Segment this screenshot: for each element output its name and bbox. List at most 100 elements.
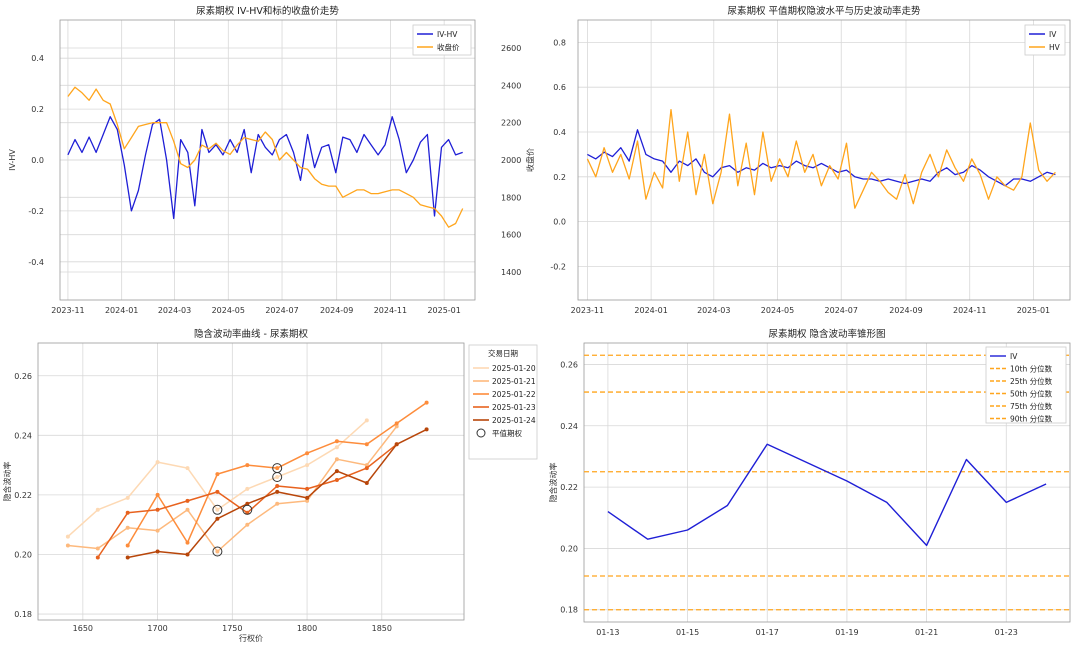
chart3-data-point [334,478,339,482]
chart4-legend: IV 10th 分位数 25th 分位数 50th 分位数 75th 分位数 90th 分… [985,346,1067,424]
chart2-y-tick-label: -0.2 [550,262,566,271]
chart2-x-tick-label: 2023-11 [571,306,604,315]
chart3-y-tick-label: 0.24 [14,431,32,440]
chart1-title: 尿素期权 IV-HV和标的收盘价走势 [196,5,339,17]
chart1-y-axis-label: IV-HV [8,149,17,171]
chart2-legend-box [1024,24,1066,56]
chart3-data-point [155,492,160,497]
chart3-series-line [67,425,398,553]
chart3-data-point [334,469,339,474]
chart3-data-point [125,555,130,560]
chart3-data-point [185,552,190,557]
chart4-title: 尿素期权 隐含波动率锥形图 [768,328,885,340]
chart3-data-point [185,540,190,545]
chart3-legend-label: 2025-01-22 [492,390,536,399]
chart1-x-tick-label: 2025-01 [427,306,460,315]
chart1-y2-tick-label: 1600 [501,231,521,240]
chart3-data-point [275,475,280,479]
chart1-y-tick-label: -0.4 [28,258,44,267]
chart-iv-hv-close: 尿素期权 IV-HV和标的收盘价走势 2023-11 2024-01 2024-03 2… [8,5,535,315]
chart2-x-tick-label: 2024-11 [953,306,986,315]
chart3-data-point [364,466,369,471]
chart2-x-tick-label: 2025-01 [1017,306,1050,315]
chart3-data-point [95,507,100,512]
chart2-y-tick-label: 0.8 [553,38,566,47]
chart3-data-point [334,445,339,450]
chart3-atm-marker [272,463,283,474]
chart3-data-point [394,421,399,426]
chart3-grid [38,343,464,620]
chart3-y-axis-label: 隐含波动率 [2,462,12,502]
chart3-data-point [245,522,250,527]
chart4-x-tick-label: 01-15 [676,628,699,637]
chart1-x-tick-label: 2024-01 [105,306,138,315]
chart3-data-point [215,472,220,477]
chart1-y2-tick-label: 2400 [501,81,521,90]
chart3-data-point [185,498,190,503]
chart3-data-point [424,427,429,432]
chart2-y-tick-label: 0.4 [553,128,566,137]
chart3-data-point [185,466,190,471]
chart4-legend-label: 75th 分位数 [1010,401,1053,411]
chart3-x-tick-label: 1700 [147,624,167,633]
chart1-y2-tick-label: 2000 [501,156,521,165]
chart3-data-point [245,463,250,468]
chart3-data-point [65,534,70,539]
chart3-legend-box [468,344,538,460]
chart3-atm-marker [212,504,223,515]
chart3-data-point [275,489,280,494]
chart2-title: 尿素期权 平值期权隐波水平与历史波动率走势 [727,5,921,17]
chart2-frame [577,19,1071,301]
chart4-legend-label: IV [1010,352,1018,361]
chart3-data-point [364,463,369,468]
chart3-x-tick-label: 1750 [222,624,242,633]
chart2-x-tick-label: 2024-05 [761,306,794,315]
chart4-x-tick-label: 01-23 [995,628,1018,637]
chart1-x-tick-label: 2024-07 [265,306,298,315]
chart3-atm-marker [242,504,253,515]
chart1-y-tick-label: 0.4 [31,54,44,63]
chart2-y-tick-label: 0.2 [553,173,566,182]
chart4-x-tick-label: 01-17 [756,628,779,637]
chart1-y-tick-label: -0.2 [28,207,44,216]
chart3-data-point [364,418,369,423]
chart4-frame [583,342,1071,623]
chart1-y2-tick-label: 2600 [501,44,521,53]
chart1-y2-axis-label: 收盘价 [525,148,535,172]
chart2-series-line-hv [586,108,1056,209]
chart3-data-point [125,495,130,500]
chart2-grid [578,20,1070,300]
chart3-data-point [155,507,160,512]
chart3-data-point [394,424,399,429]
chart2-x-tick-label: 2024-09 [889,306,922,315]
chart3-series-line [97,443,398,558]
chart4-x-tick-label: 01-21 [915,628,938,637]
chart4-legend-label: 10th 分位数 [1010,364,1053,374]
chart4-y-tick-label: 0.24 [560,422,578,431]
chart3-title: 隐含波动率曲线 - 尿素期权 [194,328,308,340]
chart3-y-tick-label: 0.18 [14,610,32,619]
chart1-legend-box [412,24,472,56]
chart3-data-point [215,516,220,521]
chart1-x-tick-label: 2024-11 [374,306,407,315]
chart3-legend-title: 交易日期 [488,348,518,358]
chart3-data-point [155,549,160,554]
chart4-y-tick-label: 0.20 [560,544,578,553]
chart3-data-point [394,442,399,447]
chart2-y-tick-label: 0.6 [553,83,566,92]
chart3-data-point [334,457,339,462]
chart3-data-point [125,510,130,515]
chart1-series-line-iv-hv [67,116,463,220]
chart3-data-point [125,543,130,548]
chart4-series-line-iv [607,443,1047,547]
chart3-legend-label: 2025-01-20 [492,364,536,373]
chart4-x-tick-label: 01-13 [596,628,619,637]
chart3-data-point [275,501,280,506]
chart4-y-axis-label: 隐含波动率 [548,463,558,503]
chart1-legend-label: IV-HV [437,30,458,39]
chart3-x-tick-label: 1650 [73,624,93,633]
chart1-frame [59,19,476,301]
chart3-legend-atm-label: 平值期权 [492,428,522,438]
chart2-x-tick-label: 2024-01 [634,306,667,315]
chart3-data-point [65,543,70,548]
